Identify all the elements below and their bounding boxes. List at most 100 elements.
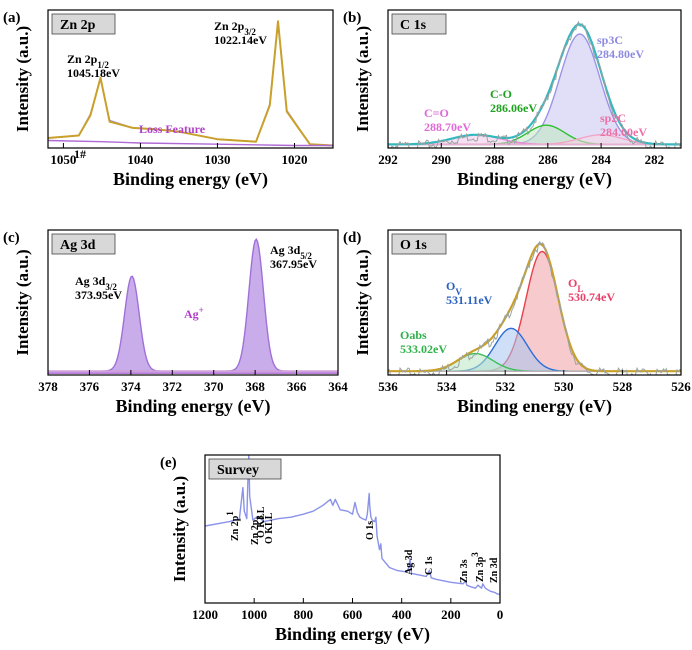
series-envelope-0 (48, 20, 333, 147)
survey-annotation-9: Zn 3d (489, 557, 500, 583)
survey-annotation-label-1: Zn 2p3 (250, 515, 265, 545)
annotation-label-0-3: 1# (74, 147, 86, 161)
x-tick-label-3-0: 536 (378, 379, 398, 394)
survey-annotation-label-6: C 1s (424, 556, 435, 575)
series-envelope-3 (388, 242, 681, 373)
x-tick-label-4-3: 600 (343, 607, 363, 622)
annotation-label-2-0-main: Ag 3d (75, 274, 106, 288)
survey-annotation-1: Zn 2p3 (250, 515, 265, 545)
x-tick-label-4-1: 1000 (241, 607, 267, 622)
title-box-bg-4 (208, 458, 282, 480)
y-axis-label-4: Intensity (a.u.) (170, 476, 189, 582)
title-box-bg-3 (391, 233, 447, 255)
annotation-label-3-1: OV (446, 279, 462, 297)
survey-annotation-label-8-main: Zn 3p (475, 556, 486, 582)
annotation-label-0-1-sub: 3/2 (244, 27, 256, 37)
axes-frame-3 (387, 229, 682, 376)
x-tick-label-0-3: 1020 (281, 152, 307, 167)
plot-area-4 (205, 455, 500, 595)
x-tick-label-1-4: 284 (591, 152, 611, 167)
series-raw-1 (388, 20, 681, 148)
annotation-label-3-1-main: O (446, 279, 455, 293)
survey-annotation-label-9: Zn 3d (489, 557, 500, 583)
survey-annotation-label-8-sup: 3 (470, 552, 480, 557)
title-1: C 1s (400, 18, 427, 33)
x-tick-label-0-2: 1030 (204, 152, 230, 167)
x-tick-label-4-2: 800 (294, 607, 314, 622)
x-tick-label-3-1: 534 (437, 379, 457, 394)
annotation-label-0-1-main: Zn 2p (214, 19, 245, 33)
annotation-value-2-0: 373.95eV (75, 288, 122, 302)
annotation-label-2-2: Ag+ (184, 305, 204, 321)
x-tick-label-3-2: 532 (495, 379, 515, 394)
survey-annotation-0: Zn 2p1 (225, 511, 241, 541)
survey-annotation-label-3-main: O KLL (264, 512, 275, 544)
title-box-4: Survey (208, 458, 282, 480)
x-tick-label-1-3: 286 (538, 152, 558, 167)
survey-annotation-label-7-main: Zn 3s (459, 559, 470, 583)
survey-annotation-5: Ag 3d (404, 549, 415, 575)
title-4: Survey (217, 463, 259, 478)
title-box-bg-1 (391, 13, 447, 35)
annotation-0-2: Loss Feature (139, 122, 206, 136)
survey-annotation-label-5: Ag 3d (404, 549, 415, 575)
x-tick-label-1-0: 292 (378, 152, 398, 167)
x-axis-label-2: Binding energy (eV) (116, 396, 271, 417)
annotation-label-0-1: Zn 2p3/2 (214, 19, 256, 37)
annotation-label-1-1-main: C-O (490, 87, 512, 101)
panel-2: 378 376 374 372 370 368 366 364 Binding energy (… (3, 229, 348, 417)
panel-label-3: (d) (343, 230, 361, 246)
annotation-label-3-2-main: Oabs (400, 328, 427, 342)
x-tick-label-4-4: 400 (392, 607, 412, 622)
survey-annotation-label-8: Zn 3p3 (470, 552, 486, 582)
title-box-0: Zn 2p (51, 13, 116, 35)
annotation-value-3-0: 530.74eV (568, 290, 615, 304)
panel-label-0: (a) (3, 10, 21, 26)
annotation-label-2-1-sub: 5/2 (300, 251, 312, 261)
annotation-label-1-0-main: sp3C (597, 33, 623, 47)
title-3: O 1s (400, 238, 427, 253)
x-tick-label-1-1: 290 (432, 152, 452, 167)
annotation-value-1-0: 284.80eV (597, 47, 644, 61)
panel-1: 292 290 288 286 284 282 Binding energy (eV) Int… (343, 9, 682, 190)
panel-label-2: (c) (3, 230, 20, 246)
annotation-label-0-0: Zn 2p1/2 (67, 52, 109, 70)
annotation-label-1-3: sp2C (600, 111, 626, 125)
axes-frame-1 (387, 9, 682, 149)
survey-annotation-3: O KLL (264, 512, 275, 544)
title-2: Ag 3d (60, 238, 96, 253)
annotation-label-3-2: Oabs (400, 328, 427, 342)
x-tick-label-4-0: 1200 (192, 607, 218, 622)
annotation-label-1-2-main: C=O (424, 106, 449, 120)
x-tick-label-3-5: 526 (671, 379, 691, 394)
annotation-0-3: 1# (74, 147, 86, 161)
x-tick-label-1-2: 288 (485, 152, 505, 167)
x-tick-label-3-4: 528 (613, 379, 633, 394)
plot-area-2 (48, 237, 338, 374)
title-box-1: C 1s (391, 13, 447, 35)
plot-area-3 (388, 240, 681, 375)
annotation-label-3-0: OL (568, 276, 583, 294)
survey-annotation-label-3: O KLL (264, 512, 275, 544)
panel-3: 536 534 532 530 528 526 Binding energy (eV) Int… (343, 229, 691, 417)
annotation-label-3-1-sub: V (455, 287, 462, 297)
annotation-2-2: Ag+ (184, 305, 204, 321)
panel-4: 1200 1000 800 600 400 200 0 Binding energy (eV)… (160, 454, 504, 645)
x-tick-label-2-3: 372 (163, 379, 183, 394)
x-tick-label-4-6: 0 (497, 607, 504, 622)
series-raw-3 (388, 240, 681, 375)
annotation-label-0-0-sub: 1/2 (97, 60, 109, 70)
x-tick-label-1-5: 282 (645, 152, 665, 167)
x-axis-label-1: Binding energy (eV) (457, 169, 612, 190)
survey-annotation-label-9-main: Zn 3d (489, 557, 500, 583)
annotation-label-1-1: C-O (490, 87, 512, 101)
title-box-3: O 1s (391, 233, 447, 255)
y-axis-label-1: Intensity (a.u.) (353, 26, 372, 132)
